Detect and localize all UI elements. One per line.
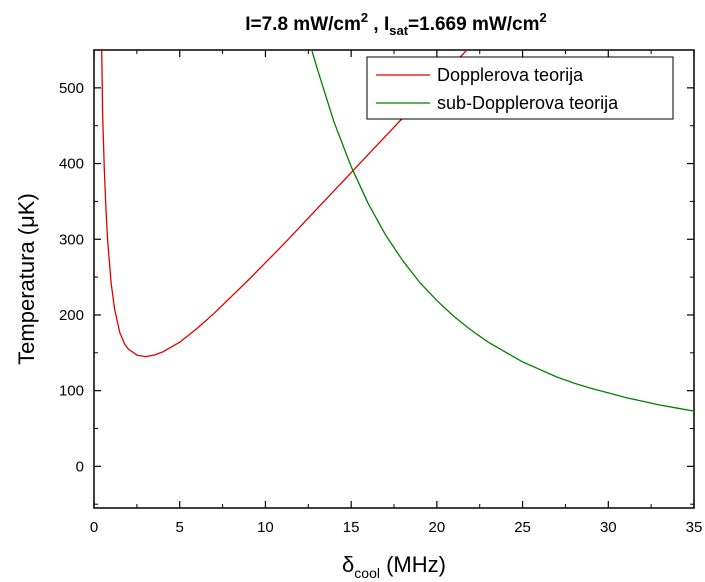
series-layer (101, 50, 694, 412)
legend: Dopplerova teorija sub-Dopplerova teorij… (366, 56, 674, 120)
x-axis-label: δcool (MHz) (342, 552, 446, 581)
x-axis-label-unit: (MHz) (380, 552, 446, 577)
legend-label-doppler: Dopplerova teorija (437, 65, 584, 85)
y-tick-label: 500 (59, 80, 84, 97)
series-line-sub-doppler (311, 50, 694, 412)
x-tick-label: 10 (257, 519, 274, 536)
title-part3: =1.669 mW/cm (408, 14, 540, 35)
x-tick-label: 35 (686, 519, 703, 536)
title-sup1: 2 (361, 10, 368, 25)
legend-label-sub-doppler: sub-Dopplerova teorija (437, 93, 619, 113)
chart-title: I=7.8 mW/cm2 , Isat=1.669 mW/cm2 (245, 10, 547, 38)
series-line-doppler (101, 50, 468, 358)
axis-ticks: 0 5 10 15 20 25 30 35 0 100 200 300 400 500 (59, 49, 703, 536)
x-tick-label: 0 (90, 519, 98, 536)
y-tick-label: 100 (59, 383, 84, 400)
x-axis-label-symbol: δ (342, 552, 354, 577)
y-tick-label: 300 (59, 231, 84, 248)
x-tick-label: 15 (343, 519, 360, 536)
x-tick-label: 20 (429, 519, 446, 536)
x-axis-label-sub: cool (354, 565, 380, 581)
x-tick-label: 30 (600, 519, 617, 536)
legend-box (366, 56, 674, 120)
y-axis-label: Temperatura (μK) (14, 193, 39, 365)
y-tick-label: 400 (59, 156, 84, 173)
title-part2: , I (368, 14, 389, 35)
title-sub: sat (389, 23, 408, 38)
title-sup2: 2 (540, 10, 547, 25)
title-part1: I=7.8 mW/cm (245, 14, 361, 35)
y-tick-label: 200 (59, 307, 84, 324)
x-tick-label: 5 (176, 519, 184, 536)
x-tick-label: 25 (514, 519, 531, 536)
y-tick-label: 0 (76, 458, 84, 475)
